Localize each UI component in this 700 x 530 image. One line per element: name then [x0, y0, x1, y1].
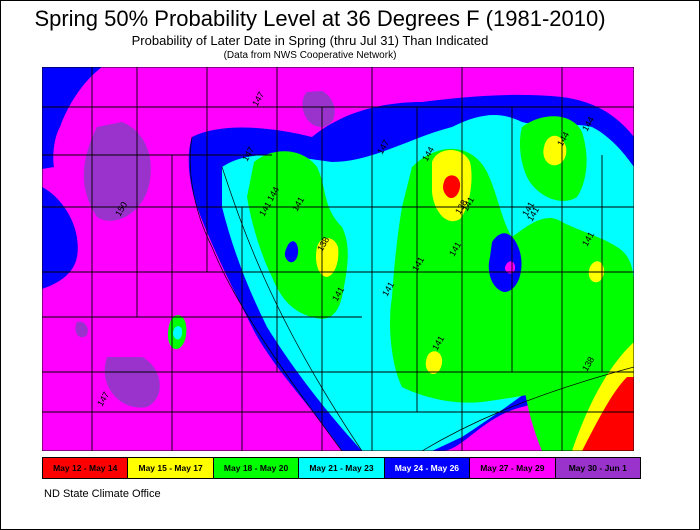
zone-red-northcentral [443, 175, 461, 199]
legend-item: May 18 - May 20 [213, 458, 300, 478]
zone-magenta-spot-east [504, 261, 516, 274]
color-legend: May 12 - May 14 May 15 - May 17 May 18 - M… [42, 457, 641, 479]
zone-red-southeast [582, 377, 634, 451]
contour-lines [189, 136, 634, 451]
zone-yellow-southcentral [425, 351, 443, 375]
map-subtitle: Probability of Later Date in Spring (thr… [131, 33, 489, 48]
zone-purple-westcenter [75, 321, 88, 338]
zone-blue-northwest [42, 67, 102, 169]
zone-purple-northcentral [302, 91, 335, 127]
zone-blue-spot-east [488, 233, 522, 292]
zone-yellow-northeast [543, 135, 567, 166]
legend-item: May 30 - Jun 1 [555, 458, 640, 478]
zone-cyan-spot-west [172, 326, 183, 340]
legend-item: May 12 - May 14 [43, 458, 129, 478]
legend-item: May 15 - May 17 [128, 458, 214, 478]
zone-green-west-center [247, 151, 348, 319]
zone-purple-west [83, 122, 151, 221]
legend-item: May 24 - May 26 [384, 458, 471, 478]
county-boundaries [42, 67, 634, 451]
map-title: Spring 50% Probability Level at 36 Degre… [34, 6, 606, 31]
credit-label: ND State Climate Office [44, 488, 161, 500]
legend-item: May 21 - May 23 [299, 458, 385, 478]
zone-purple-southwest [104, 357, 160, 408]
legend-item: May 27 - May 29 [470, 458, 556, 478]
zone-blue-west [42, 187, 78, 289]
zone-blue-spot-west [284, 241, 299, 263]
data-source-note: (Data from NWS Cooperative Network) [223, 50, 397, 61]
